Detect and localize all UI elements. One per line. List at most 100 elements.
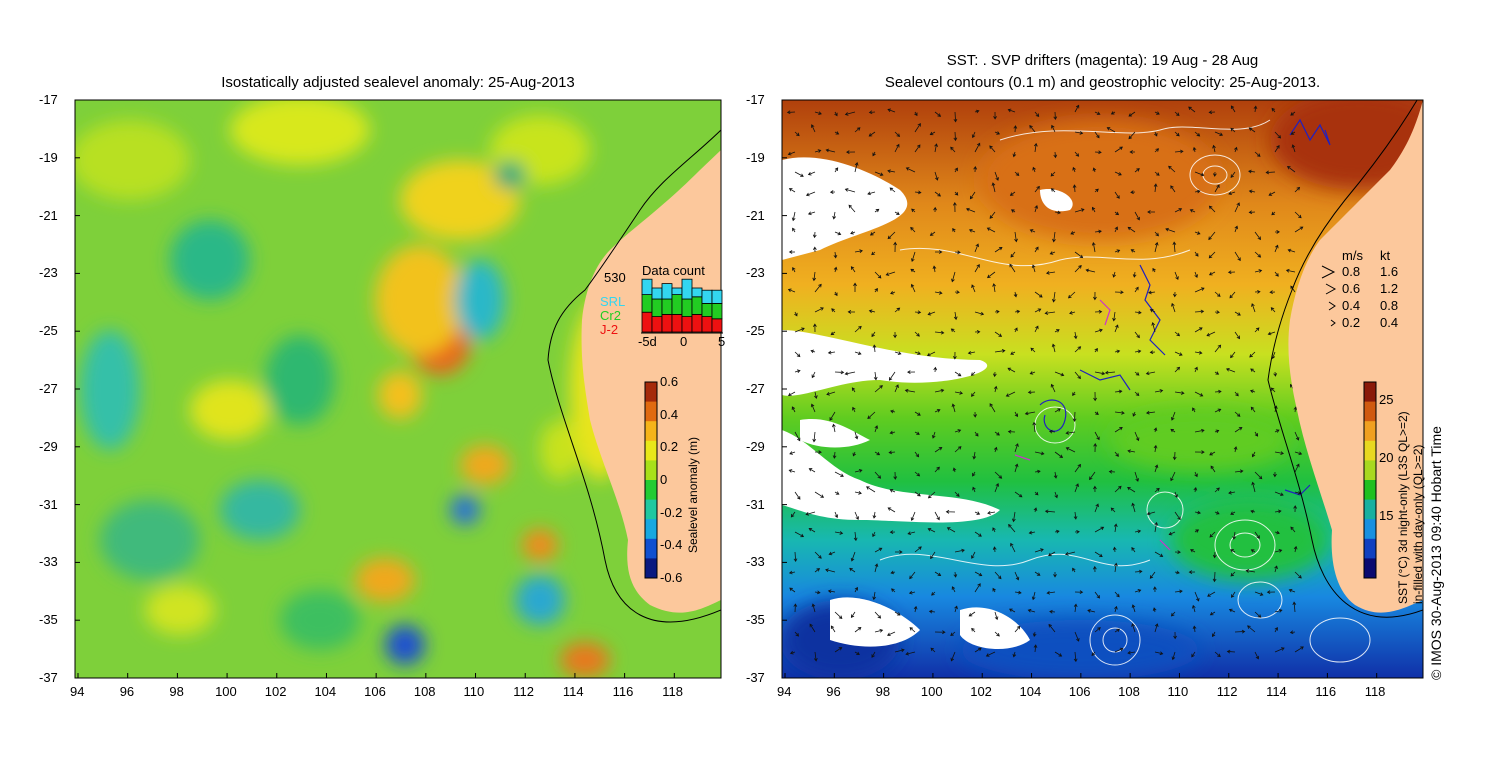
data-count-bar-cr2 [701, 302, 713, 317]
velocity-arrow [969, 191, 976, 200]
velocity-arrow [1273, 471, 1277, 478]
velocity-arrow [854, 468, 863, 473]
velocity-arrow [946, 527, 956, 533]
velocity-arrow [1074, 251, 1084, 259]
velocity-arrow [1274, 565, 1278, 573]
velocity-arrow [1208, 231, 1216, 241]
data-count-axis-label: -5d [638, 334, 657, 349]
velocity-arrow [1134, 431, 1140, 442]
velocity-arrow [1170, 411, 1176, 421]
velocity-arrow [874, 425, 879, 433]
left-x-tick-label: 114 [562, 684, 584, 699]
speed-legend-kt: 1.6 [1380, 264, 1399, 279]
colorbar-cell [1364, 440, 1376, 461]
velocity-arrow [791, 211, 796, 222]
velocity-arrow [1108, 469, 1116, 474]
velocity-arrow [1194, 350, 1203, 355]
velocity-arrow [794, 131, 800, 137]
velocity-arrow [1251, 303, 1256, 313]
velocity-arrow [1034, 491, 1039, 496]
velocity-arrow [1294, 226, 1304, 233]
velocity-arrow [825, 148, 836, 153]
colorbar-cell [645, 558, 657, 579]
left-x-tick-label: 102 [264, 684, 287, 699]
velocity-arrow [992, 587, 996, 593]
velocity-arrow [1192, 604, 1196, 613]
velocity-arrow [934, 447, 943, 453]
velocity-arrow [905, 167, 916, 173]
velocity-arrow [1194, 189, 1201, 194]
velocity-arrow [1212, 144, 1216, 153]
velocity-arrow [1014, 231, 1018, 243]
velocity-arrow [1106, 127, 1116, 133]
velocity-arrow [1114, 290, 1124, 295]
velocity-arrow [874, 171, 884, 177]
velocity-arrow [934, 171, 939, 181]
velocity-arrow [1230, 105, 1236, 113]
velocity-arrow [1051, 343, 1056, 353]
velocity-arrow [807, 211, 816, 216]
velocity-arrow [974, 311, 985, 316]
velocity-arrow [1149, 309, 1156, 313]
data-count-axis-label: 0 [680, 334, 688, 349]
data-count-title: Data count [642, 263, 705, 278]
velocity-arrow [894, 351, 902, 355]
velocity-arrow [1234, 311, 1241, 316]
velocity-arrow [852, 406, 856, 413]
velocity-arrow [834, 291, 838, 297]
sst-colorbar-tick: 25 [1379, 392, 1394, 407]
velocity-arrow [1034, 308, 1042, 313]
velocity-arrow [974, 583, 981, 593]
velocity-arrow [1209, 451, 1216, 456]
velocity-arrow [894, 131, 901, 137]
velocity-arrow [894, 211, 900, 215]
left-x-tick-label: 112 [513, 684, 534, 699]
velocity-arrow [1188, 570, 1196, 574]
velocity-arrow [1114, 146, 1123, 153]
velocity-arrow [1151, 321, 1156, 333]
velocity-arrow [811, 603, 816, 613]
velocity-arrow [1194, 428, 1205, 433]
velocity-arrow [1034, 469, 1041, 474]
velocity-arrow [849, 567, 856, 573]
velocity-arrow [1134, 391, 1140, 397]
velocity-arrow [1114, 410, 1125, 415]
velocity-arrow [813, 651, 818, 662]
velocity-arrow [827, 350, 836, 355]
velocity-arrow [1212, 171, 1217, 177]
velocity-arrow [1114, 605, 1118, 613]
velocity-arrow [872, 531, 876, 538]
velocity-arrow [1087, 609, 1096, 613]
velocity-arrow [1274, 530, 1280, 535]
velocity-arrow [1228, 490, 1236, 495]
colorbar-cell [1364, 538, 1376, 559]
velocity-arrow [1254, 289, 1261, 294]
velocity-arrow [1254, 531, 1260, 539]
velocity-arrow [950, 146, 956, 153]
velocity-arrow [1074, 346, 1082, 353]
velocity-arrow [887, 108, 896, 113]
velocity-arrow [911, 208, 916, 213]
velocity-arrow [893, 331, 897, 339]
velocity-arrow [1194, 287, 1205, 293]
velocity-arrow [887, 231, 896, 240]
velocity-arrow [1293, 545, 1298, 553]
velocity-arrow [968, 611, 976, 617]
velocity-arrow [1054, 529, 1060, 534]
velocity-arrow [872, 511, 877, 519]
velocity-arrow [1225, 367, 1236, 373]
right-y-tick-label: -31 [746, 496, 765, 512]
velocity-arrow [1207, 591, 1216, 597]
velocity-arrow [1130, 190, 1136, 195]
velocity-arrow [1194, 327, 1203, 333]
velocity-arrow [1050, 188, 1056, 193]
velocity-arrow [1034, 451, 1045, 456]
velocity-arrow [1009, 263, 1016, 273]
right-x-tick-label: 94 [777, 684, 792, 699]
velocity-arrow [1134, 371, 1140, 376]
velocity-arrow [1194, 471, 1198, 478]
velocity-arrow [1210, 465, 1216, 473]
velocity-arrow [1154, 464, 1159, 473]
left-y-tick-label: -19 [39, 149, 58, 165]
velocity-arrow [910, 511, 916, 521]
